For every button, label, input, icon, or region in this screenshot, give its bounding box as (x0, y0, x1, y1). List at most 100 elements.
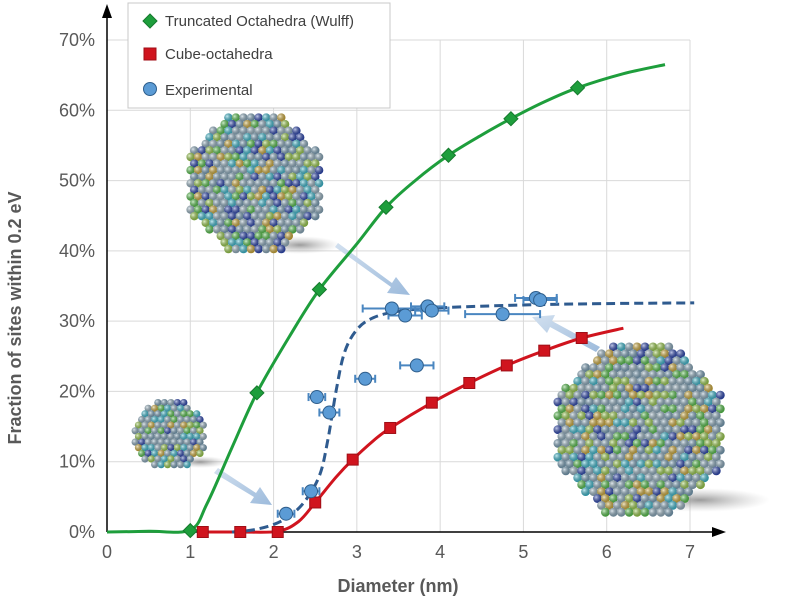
atom-shading (193, 421, 201, 429)
atom-shading (288, 198, 297, 208)
atom-shading (186, 455, 194, 463)
atom-shading (597, 473, 606, 483)
atom-shading (609, 342, 618, 352)
atom-shading (597, 376, 606, 386)
atom-shading (227, 120, 237, 129)
atom-shading (307, 166, 316, 175)
atom-shading (609, 439, 618, 448)
atom-shading (258, 172, 267, 181)
atom-shading (628, 459, 638, 469)
atom-shading (254, 126, 263, 135)
point-experimental (358, 371, 373, 386)
atom-shading (311, 198, 320, 208)
atom-shading (265, 172, 275, 181)
atom-shading (239, 113, 248, 122)
atom-shading (660, 487, 670, 496)
atom-shading (696, 466, 705, 476)
atom-shading (620, 487, 630, 496)
point-cube-octahedra (500, 359, 513, 372)
legend-marker-diamond (142, 13, 158, 29)
atom-shading (292, 166, 301, 175)
atom-shading (258, 212, 267, 221)
atom-shading (581, 376, 590, 386)
atom-shading (190, 172, 199, 181)
atom-shading (601, 370, 610, 379)
curve-truncated-octahedra (106, 63, 666, 534)
atom-shading (688, 370, 697, 379)
atom-shading (164, 416, 172, 424)
atom-shading (231, 231, 241, 241)
atom-shading (700, 459, 709, 469)
atom-shading (589, 390, 598, 400)
atom-shading (668, 390, 678, 400)
atom-shading (597, 404, 606, 414)
atom-shading (612, 473, 622, 483)
point-cube-octahedra (463, 376, 476, 389)
atom-shading (292, 152, 301, 162)
atom-shading (209, 139, 218, 149)
atom-shading (209, 152, 218, 162)
atom-shading (288, 146, 297, 155)
atom-shading (190, 146, 199, 155)
atom-shading (246, 192, 256, 201)
nanoparticle-small (131, 399, 207, 469)
atom-shading (157, 427, 165, 435)
atom-shading (672, 439, 682, 448)
atom-shading (612, 418, 622, 428)
atom-shading (154, 455, 162, 463)
atom-shading (212, 146, 222, 155)
atom-shading (620, 404, 630, 414)
atom-shading (616, 356, 626, 366)
x-tick-label: 6 (602, 542, 612, 562)
atom-shading (154, 421, 162, 429)
atom-shading (280, 146, 290, 155)
atom-shading (680, 425, 689, 434)
atom-shading (561, 466, 571, 476)
atom-shading (636, 418, 646, 428)
tick-labels: 0 1 2 3 4 5 6 70%10%20%30%40%50%60%70% (59, 30, 695, 562)
atom-shading (652, 501, 662, 510)
atom-shading (212, 185, 222, 195)
atom-shading (652, 459, 662, 469)
atom-shading (585, 411, 594, 421)
atom-shading (632, 466, 642, 476)
atom-shading (243, 238, 252, 247)
atom-shading (704, 466, 713, 476)
atom-shading (696, 425, 705, 434)
atom-shading (676, 349, 686, 359)
atom-shading (193, 179, 203, 188)
atom-shading (688, 439, 697, 448)
atom-shading (688, 397, 697, 407)
atom-shading (684, 445, 693, 455)
atom-shading (205, 133, 214, 142)
atom-shading (167, 455, 175, 463)
atom-shading (557, 404, 567, 414)
atom-shading (160, 421, 168, 429)
atom-shading (640, 356, 650, 366)
atom-shading (262, 126, 271, 135)
atom-shading (212, 159, 222, 168)
atom-shading (262, 231, 271, 241)
atom-shading (205, 185, 214, 195)
atom-shading (151, 404, 159, 412)
atom-shading (209, 179, 218, 188)
atom-shading (303, 159, 312, 168)
atom-shading (672, 356, 682, 366)
atom-shading (250, 212, 259, 221)
atom-shading (288, 225, 297, 234)
atom-shading (620, 390, 630, 400)
atom-shading (258, 120, 267, 129)
atom-shading (154, 432, 162, 441)
atom-shading (684, 390, 693, 400)
atom-shading (589, 459, 598, 469)
atom-shading (605, 418, 614, 428)
atom-shading (190, 212, 199, 221)
atom-shading (684, 376, 693, 386)
atom-shading (632, 397, 642, 407)
atom-shading (624, 466, 634, 476)
atom-shading (296, 159, 305, 168)
atom-shading (577, 480, 587, 490)
atom-shading (277, 231, 286, 241)
legend-label-experimental: Experimental (165, 82, 253, 99)
atom-shading (183, 404, 191, 412)
